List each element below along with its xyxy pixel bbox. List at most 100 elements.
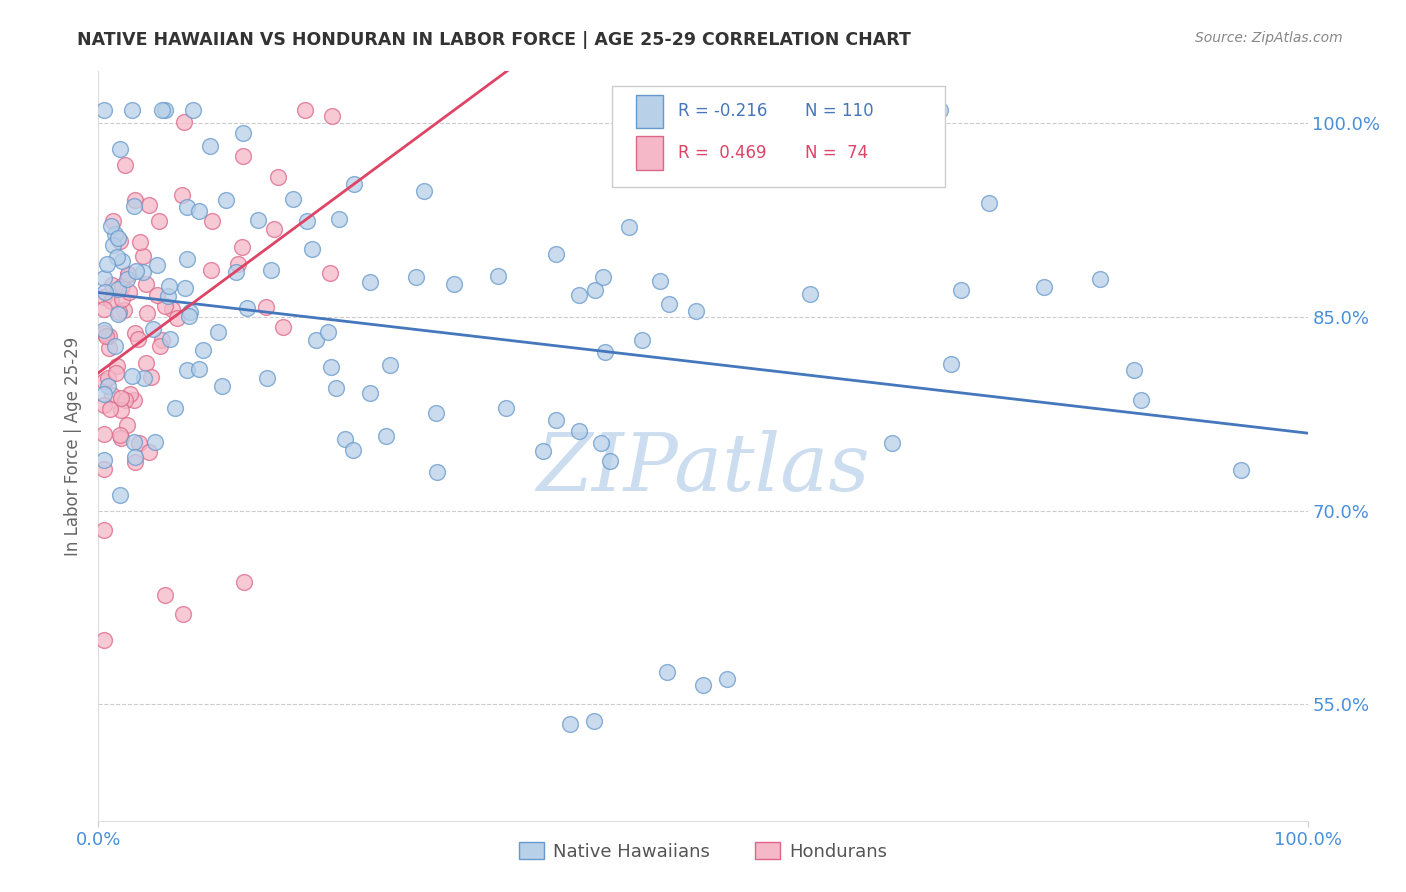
Point	[617, 219, 640, 234]
Point	[495, 401, 517, 415]
Point	[93, 398, 115, 412]
Point	[188, 361, 211, 376]
Point	[567, 424, 589, 438]
Point	[110, 402, 132, 417]
Point	[1032, 280, 1054, 294]
Text: N =  74: N = 74	[804, 144, 868, 161]
Point	[93, 323, 115, 337]
Point	[179, 305, 201, 319]
Point	[593, 345, 616, 359]
Text: NATIVE HAWAIIAN VS HONDURAN IN LABOR FORCE | AGE 25-29 CORRELATION CHART: NATIVE HAWAIIAN VS HONDURAN IN LABOR FOR…	[77, 31, 911, 49]
Point	[139, 370, 162, 384]
Point	[117, 272, 139, 286]
Point	[231, 240, 253, 254]
Point	[93, 387, 115, 401]
Point	[93, 453, 115, 467]
Point	[101, 214, 124, 228]
Point	[157, 289, 180, 303]
Point	[142, 322, 165, 336]
Point	[153, 103, 176, 117]
Point	[117, 268, 139, 283]
Point	[254, 300, 277, 314]
Point	[655, 665, 678, 679]
Point	[263, 222, 285, 236]
Point	[375, 429, 398, 443]
Point	[583, 714, 606, 728]
Point	[177, 309, 200, 323]
Point	[132, 371, 155, 385]
Point	[114, 393, 136, 408]
Point	[150, 103, 173, 117]
Point	[159, 279, 181, 293]
Point	[93, 103, 115, 117]
Point	[305, 333, 328, 347]
Point	[939, 357, 962, 371]
Point	[101, 277, 124, 292]
Text: N = 110: N = 110	[804, 103, 873, 120]
Point	[135, 277, 157, 291]
Point	[188, 204, 211, 219]
Point	[159, 331, 181, 345]
Point	[166, 310, 188, 325]
Point	[198, 139, 221, 153]
Point	[93, 290, 115, 304]
Point	[107, 282, 129, 296]
Point	[979, 196, 1001, 211]
Point	[93, 632, 115, 647]
Point	[301, 242, 323, 256]
Point	[226, 257, 249, 271]
Text: R = -0.216: R = -0.216	[678, 103, 768, 120]
Point	[426, 465, 449, 479]
Point	[533, 444, 555, 458]
Point	[950, 283, 973, 297]
Point	[342, 442, 364, 457]
Point	[97, 329, 120, 343]
Point	[108, 428, 131, 442]
Point	[236, 301, 259, 315]
Point	[100, 219, 122, 233]
Point	[592, 270, 614, 285]
Point	[114, 158, 136, 172]
Point	[135, 356, 157, 370]
Point	[1088, 272, 1111, 286]
Point	[108, 488, 131, 502]
Point	[105, 250, 128, 264]
Point	[93, 523, 115, 537]
Point	[149, 339, 172, 353]
Point	[143, 435, 166, 450]
Point	[117, 417, 139, 432]
Point	[124, 393, 146, 408]
FancyBboxPatch shape	[637, 136, 664, 169]
Point	[107, 307, 129, 321]
Point	[124, 455, 146, 469]
Point	[193, 343, 215, 357]
Point	[128, 435, 150, 450]
Point	[121, 369, 143, 384]
Point	[486, 268, 509, 283]
Point	[295, 213, 318, 227]
Point	[176, 252, 198, 267]
Point	[93, 427, 115, 442]
Point	[294, 103, 316, 117]
Point	[583, 284, 606, 298]
Point	[544, 247, 567, 261]
Point	[319, 359, 342, 374]
Point	[132, 249, 155, 263]
Point	[145, 287, 167, 301]
Point	[153, 588, 176, 602]
FancyBboxPatch shape	[613, 87, 945, 187]
Point	[215, 193, 238, 207]
Point	[107, 231, 129, 245]
Point	[1123, 362, 1146, 376]
Point	[105, 359, 128, 373]
Point	[176, 363, 198, 377]
Point	[658, 297, 681, 311]
Text: Source: ZipAtlas.com: Source: ZipAtlas.com	[1195, 31, 1343, 45]
Point	[124, 450, 146, 464]
Point	[100, 294, 122, 309]
Point	[685, 303, 707, 318]
Point	[716, 672, 738, 686]
Point	[378, 358, 401, 372]
Point	[104, 366, 127, 380]
Point	[232, 149, 254, 163]
